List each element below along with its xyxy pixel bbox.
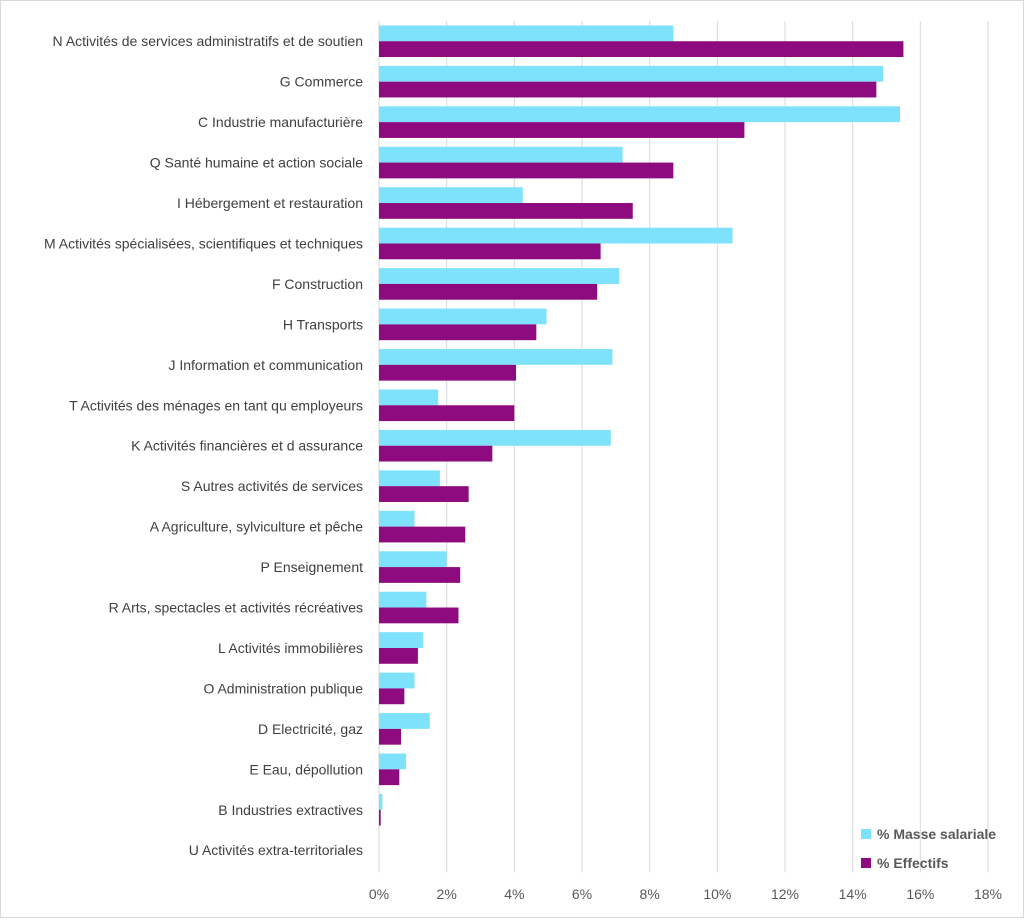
bar-effectifs bbox=[379, 405, 515, 422]
bar-effectifs bbox=[379, 445, 493, 462]
bar-masse-salariale bbox=[379, 672, 415, 689]
bar-effectifs bbox=[379, 122, 745, 138]
category-label: A Agriculture, sylviculture et pêche bbox=[150, 519, 363, 535]
bar-masse-salariale bbox=[379, 146, 623, 163]
category-label: P Enseignement bbox=[261, 559, 364, 575]
category-label: U Activités extra-territoriales bbox=[189, 842, 363, 858]
x-tick-label: 16% bbox=[906, 886, 934, 902]
category-label: F Construction bbox=[272, 276, 363, 292]
bar-effectifs bbox=[379, 607, 459, 624]
bar-masse-salariale bbox=[379, 793, 383, 810]
bar-masse-salariale bbox=[379, 308, 547, 325]
bar-masse-salariale bbox=[379, 227, 733, 244]
bar-effectifs bbox=[379, 162, 674, 179]
x-tick-label: 2% bbox=[437, 886, 457, 902]
category-label: O Administration publique bbox=[203, 680, 363, 696]
legend: % Masse salariale % Effectifs bbox=[861, 826, 996, 871]
bar-effectifs bbox=[379, 809, 381, 826]
category-label: G Commerce bbox=[280, 74, 363, 90]
bar-masse-salariale bbox=[379, 268, 620, 284]
bar-effectifs bbox=[379, 486, 469, 502]
category-label: T Activités des ménages en tant qu emplo… bbox=[69, 397, 363, 413]
category-label: I Hébergement et restauration bbox=[177, 195, 363, 211]
bar-effectifs bbox=[379, 283, 598, 300]
legend-swatch-effectifs bbox=[861, 858, 871, 868]
bar-masse-salariale bbox=[379, 753, 407, 770]
x-tick-label: 10% bbox=[703, 886, 731, 902]
category-label: H Transports bbox=[283, 316, 363, 332]
bar-effectifs bbox=[379, 647, 418, 664]
category-label: D Electricité, gaz bbox=[258, 721, 363, 737]
bar-effectifs bbox=[379, 364, 517, 381]
x-tick-label: 12% bbox=[771, 886, 799, 902]
bar-effectifs bbox=[379, 728, 401, 745]
bar-masse-salariale bbox=[379, 591, 427, 608]
bar-effectifs bbox=[379, 41, 904, 58]
bar-effectifs bbox=[379, 526, 466, 543]
bar-effectifs bbox=[379, 81, 877, 98]
bar-masse-salariale bbox=[379, 106, 901, 123]
bar-effectifs bbox=[379, 688, 405, 705]
x-tick-label: 8% bbox=[640, 886, 660, 902]
bar-effectifs bbox=[379, 567, 461, 583]
bar-effectifs bbox=[379, 769, 400, 786]
x-axis-tick-labels: 0% 2% 4% 6% 8% 10% 12% 14% 16% 18% bbox=[369, 886, 1002, 902]
bar-masse-salariale bbox=[379, 632, 423, 648]
bar-masse-salariale bbox=[379, 510, 415, 527]
x-tick-label: 18% bbox=[974, 886, 1002, 902]
category-label: R Arts, spectacles et activités récréati… bbox=[109, 600, 363, 616]
x-tick-label: 14% bbox=[839, 886, 867, 902]
bars bbox=[379, 25, 904, 826]
category-label: K Activités financières et d assurance bbox=[131, 438, 363, 454]
bar-effectifs bbox=[379, 243, 601, 260]
bar-effectifs bbox=[379, 324, 537, 341]
category-label: L Activités immobilières bbox=[218, 640, 363, 656]
bar-effectifs bbox=[379, 203, 633, 219]
category-label: M Activités spécialisées, scientifiques … bbox=[44, 235, 363, 251]
bar-masse-salariale bbox=[379, 429, 611, 446]
bar-masse-salariale bbox=[379, 65, 884, 82]
category-label: E Eau, dépollution bbox=[249, 761, 363, 777]
category-label: C Industrie manufacturière bbox=[198, 114, 363, 130]
bar-masse-salariale bbox=[379, 25, 674, 42]
category-labels: N Activités de services administratifs e… bbox=[44, 33, 363, 858]
legend-label-effectifs: % Effectifs bbox=[877, 855, 949, 871]
x-tick-label: 4% bbox=[504, 886, 524, 902]
category-label: B Industries extractives bbox=[218, 802, 363, 818]
bar-masse-salariale bbox=[379, 713, 430, 729]
legend-label-masse-salariale: % Masse salariale bbox=[877, 826, 996, 842]
bar-masse-salariale bbox=[379, 187, 523, 204]
bar-masse-salariale bbox=[379, 470, 440, 487]
category-label: S Autres activités de services bbox=[181, 478, 363, 494]
x-tick-label: 6% bbox=[572, 886, 592, 902]
bar-masse-salariale bbox=[379, 349, 613, 365]
category-label: Q Santé humaine et action sociale bbox=[150, 155, 363, 171]
category-label: J Information et communication bbox=[168, 357, 363, 373]
bar-masse-salariale bbox=[379, 551, 447, 568]
category-label: N Activités de services administratifs e… bbox=[53, 33, 363, 49]
bar-masse-salariale bbox=[379, 389, 439, 406]
legend-swatch-masse-salariale bbox=[861, 829, 871, 839]
x-tick-label: 0% bbox=[369, 886, 389, 902]
